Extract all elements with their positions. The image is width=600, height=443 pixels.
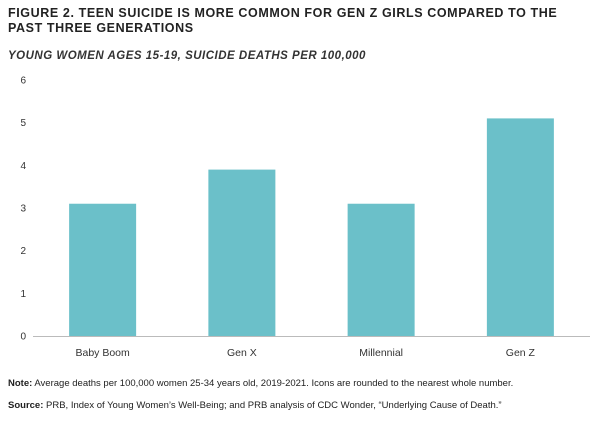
y-tick-label: 5 <box>20 118 26 129</box>
y-tick-label: 6 <box>20 76 26 87</box>
chart-title: FIGURE 2. TEEN SUICIDE IS MORE COMMON FO… <box>8 6 558 35</box>
bar-chart: 0 1 2 3 4 5 6 Baby Boom Gen X Millennial Gen Z <box>20 76 590 359</box>
y-tick-label: 1 <box>20 289 26 300</box>
source-line: Source: PRB, Index of Young Women’s Well… <box>8 400 502 411</box>
note-text: Average deaths per 100,000 women 25-34 y… <box>32 378 514 389</box>
y-axis: 0 1 2 3 4 5 6 <box>20 76 26 343</box>
y-tick-label: 0 <box>20 332 26 343</box>
note-label: Note: <box>8 378 33 389</box>
bar-baby-boom <box>69 203 137 336</box>
x-tick-label: Gen X <box>227 347 257 359</box>
y-tick-label: 3 <box>20 204 26 215</box>
x-tick-label: Baby Boom <box>75 347 130 359</box>
x-axis-labels: Baby Boom Gen X Millennial Gen Z <box>75 347 535 359</box>
source-label: Source: <box>8 400 44 411</box>
x-tick-label: Gen Z <box>506 347 536 359</box>
source-text: PRB, Index of Young Women’s Well-Being; … <box>43 400 502 411</box>
y-tick-label: 4 <box>20 161 26 172</box>
bar-millennial <box>347 203 415 336</box>
bars <box>69 118 554 337</box>
x-tick-label: Millennial <box>359 347 403 359</box>
bar-gen-x <box>208 169 276 336</box>
note-line: Note: Average deaths per 100,000 women 2… <box>8 378 513 389</box>
chart-subtitle: YOUNG WOMEN AGES 15-19, SUICIDE DEATHS P… <box>8 50 366 62</box>
bar-gen-z <box>486 118 554 337</box>
y-tick-label: 2 <box>20 246 26 257</box>
